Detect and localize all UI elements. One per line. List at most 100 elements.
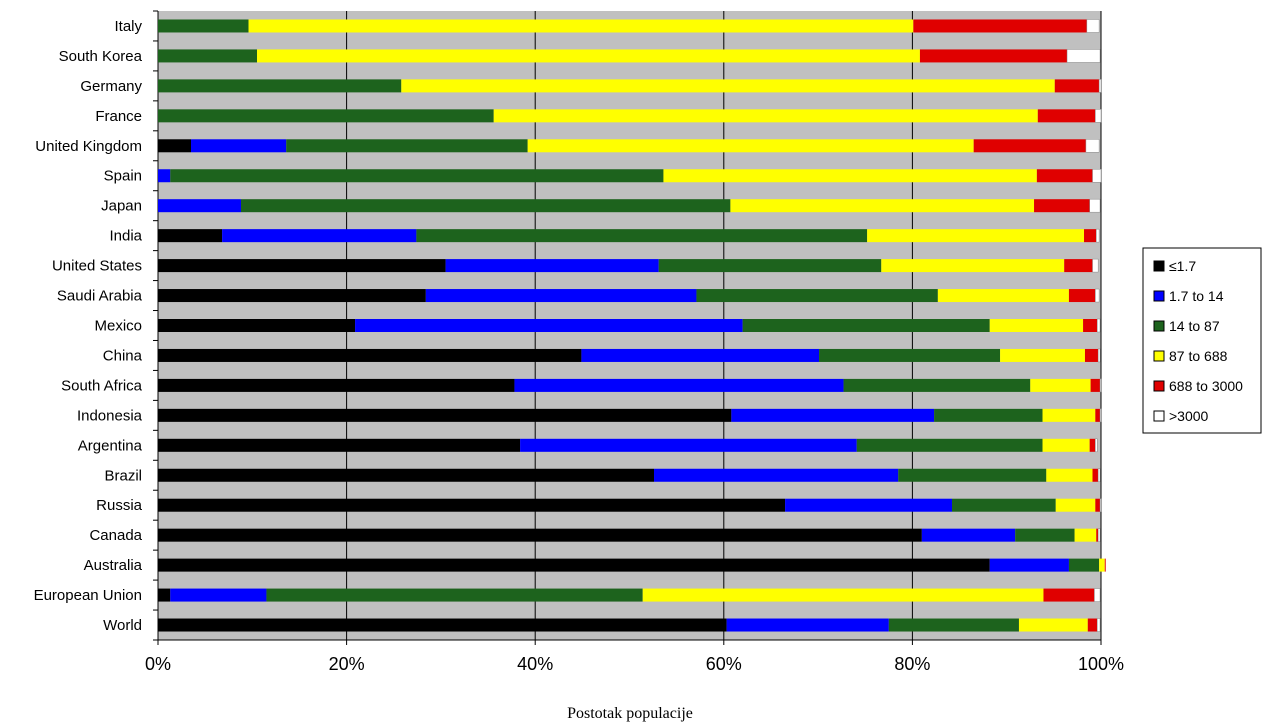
bar-france-series-4	[1037, 109, 1096, 123]
bar-united-states-series-1	[445, 259, 659, 273]
bar-italy-series-2	[158, 19, 249, 33]
bar-spain-series-1	[158, 169, 171, 183]
bar-united-kingdom-series-3	[527, 139, 974, 153]
bars	[158, 19, 1106, 632]
bar-united-kingdom-series-5	[1085, 139, 1100, 153]
bar-mexico-series-5	[1096, 318, 1101, 333]
bar-south-africa-series-5	[1099, 378, 1102, 393]
bar-spain-series-5	[1092, 168, 1102, 183]
bar-united-states-series-0	[158, 259, 446, 273]
bar-united-states-series-4	[1064, 259, 1093, 273]
bar-india-series-1	[222, 229, 417, 243]
bar-russia-series-5	[1099, 498, 1102, 512]
bar-argentina-series-4	[1089, 438, 1096, 452]
bar-united-states-series-2	[658, 259, 882, 273]
bar-mexico-series-1	[355, 319, 743, 332]
bar-india-series-5	[1096, 228, 1100, 243]
category-label-mexico: Mexico	[94, 318, 142, 335]
bar-saudi-arabia-series-5	[1095, 288, 1100, 303]
bar-saudi-arabia-series-4	[1068, 289, 1096, 303]
x-tick-label-100: 100%	[1078, 654, 1124, 674]
category-label-japan: Japan	[101, 198, 142, 215]
bar-india-series-2	[416, 229, 868, 243]
bar-italy-series-3	[248, 19, 914, 33]
bar-saudi-arabia-series-0	[158, 289, 426, 303]
bar-argentina-series-5	[1095, 438, 1098, 453]
bar-united-kingdom-series-0	[158, 139, 192, 153]
bar-france-series-3	[493, 109, 1038, 123]
legend-label-5: >3000	[1169, 408, 1209, 424]
bar-china-series-5	[1097, 348, 1101, 363]
bar-brazil-series-5	[1097, 468, 1101, 483]
bar-canada-series-3	[1074, 528, 1097, 542]
bar-brazil-series-4	[1092, 468, 1099, 482]
bar-south-africa-series-0	[158, 378, 515, 392]
bar-japan-series-3	[730, 199, 1035, 213]
bar-south-korea-series-3	[257, 49, 920, 63]
bar-argentina-series-2	[856, 438, 1043, 452]
x-axis-ticks: 0% 20% 40% 60% 80% 100%	[145, 654, 1124, 674]
bar-italy-series-4	[913, 19, 1087, 33]
category-label-spain: Spain	[104, 168, 142, 185]
bar-australia-series-4	[1104, 558, 1106, 572]
category-label-saudi-arabia: Saudi Arabia	[57, 288, 143, 305]
bar-south-korea-series-5	[1066, 49, 1101, 63]
bar-china-series-0	[158, 348, 582, 362]
bar-indonesia-series-3	[1042, 408, 1096, 422]
bar-mexico-series-3	[989, 319, 1084, 332]
legend-label-1: 1.7 to 14	[1169, 288, 1224, 304]
bar-france-series-5	[1095, 109, 1102, 123]
category-labels: Italy South Korea Germany France United King…	[34, 18, 143, 634]
bar-united-kingdom-series-2	[286, 139, 528, 153]
bar-germany-series-2	[158, 79, 402, 93]
bar-canada-series-1	[921, 528, 1016, 542]
category-label-russia: Russia	[96, 497, 143, 514]
bar-japan-series-2	[240, 199, 731, 213]
bar-united-kingdom-series-4	[973, 139, 1086, 153]
bar-south-africa-series-4	[1090, 378, 1101, 392]
bar-japan-series-1	[158, 199, 241, 213]
legend-swatch-5	[1153, 410, 1165, 422]
bar-south-africa-series-3	[1030, 378, 1091, 392]
bar-european-union-series-2	[266, 588, 643, 602]
bar-argentina-series-3	[1042, 438, 1090, 452]
bar-indonesia-series-4	[1095, 408, 1101, 422]
bar-european-union-series-0	[158, 588, 171, 602]
bar-south-africa-series-2	[843, 378, 1031, 392]
bar-china-series-3	[1000, 348, 1085, 362]
bar-china-series-4	[1084, 348, 1099, 362]
bar-canada-series-5	[1097, 528, 1101, 542]
bar-france-series-2	[158, 109, 494, 123]
category-label-united-states: United States	[52, 258, 142, 275]
bar-australia-series-0	[158, 558, 990, 572]
x-tick-label-40: 40%	[517, 654, 553, 674]
bar-indonesia-series-5	[1099, 408, 1102, 423]
bar-russia-series-4	[1095, 498, 1101, 512]
bar-canada-series-4	[1096, 528, 1099, 542]
legend-swatch-3	[1153, 350, 1165, 362]
bar-japan-series-4	[1034, 199, 1090, 213]
bar-united-states-series-5	[1092, 258, 1099, 273]
category-label-canada: Canada	[89, 527, 142, 544]
legend-label-0: ≤1.7	[1169, 258, 1196, 274]
legend-swatch-2	[1153, 320, 1165, 332]
bar-china-series-1	[581, 348, 820, 362]
category-label-world: World	[103, 617, 142, 634]
category-label-china: China	[103, 347, 143, 364]
category-label-india: India	[109, 228, 142, 245]
legend-label-4: 688 to 3000	[1169, 378, 1243, 394]
bar-spain-series-2	[170, 169, 664, 183]
bar-spain-series-4	[1036, 169, 1093, 183]
bar-saudi-arabia-series-3	[937, 289, 1069, 303]
bar-saudi-arabia-series-2	[696, 289, 938, 303]
bar-world-series-0	[158, 618, 727, 632]
bar-india-series-4	[1084, 229, 1097, 243]
bar-russia-series-2	[952, 498, 1056, 512]
bar-world-series-4	[1087, 618, 1098, 632]
category-label-argentina: Argentina	[78, 437, 143, 454]
bar-world-series-3	[1018, 618, 1088, 632]
x-tick-label-20: 20%	[329, 654, 365, 674]
bar-canada-series-2	[1015, 528, 1075, 542]
